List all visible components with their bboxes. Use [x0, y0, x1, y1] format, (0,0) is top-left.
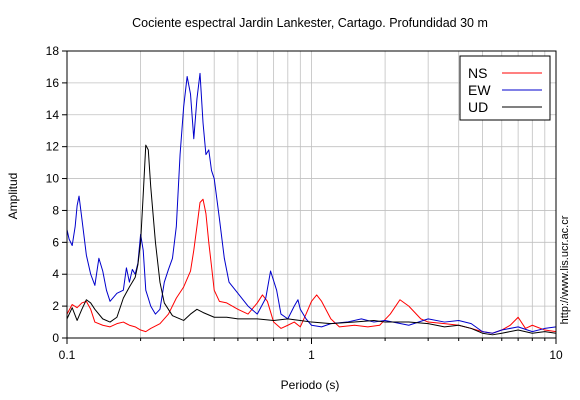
series-line-ew — [66, 72, 557, 334]
y-axis-label: Amplitud — [6, 173, 20, 220]
legend-label-ns: NS — [468, 65, 487, 81]
series-line-ns — [66, 198, 557, 334]
y-tick-label: 12 — [46, 140, 60, 154]
chart-title: Cociente espectral Jardin Lankester, Car… — [132, 16, 488, 30]
y-tick-label: 14 — [46, 108, 60, 122]
legend-label-ud: UD — [468, 99, 488, 115]
y-tick-label: 8 — [52, 203, 59, 217]
y-tick-label: 10 — [46, 172, 60, 186]
y-tick-label: 2 — [52, 299, 59, 313]
y-tick-label: 6 — [52, 235, 59, 249]
x-tick-label: 1 — [308, 348, 315, 362]
legend-label-ew: EW — [468, 82, 491, 98]
y-tick-label: 4 — [52, 267, 59, 281]
series-lines — [66, 72, 557, 336]
x-tick-label: 10 — [549, 348, 563, 362]
grid — [67, 51, 556, 338]
credit-url: http://www.lis.ucr.ac.cr — [559, 215, 571, 324]
y-tick-label: 0 — [52, 331, 59, 345]
y-tick-label: 16 — [46, 76, 60, 90]
x-tick-label: 0.1 — [59, 348, 76, 362]
y-tick-label: 18 — [46, 44, 60, 58]
x-axis-label: Periodo (s) — [281, 378, 340, 392]
axes: 0 2 4 6 8 10 12 14 16 18 0.1 1 10 — [46, 44, 563, 362]
series-line-ud — [66, 144, 557, 336]
legend-box — [459, 55, 551, 121]
